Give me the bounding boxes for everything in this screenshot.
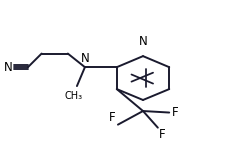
Text: F: F	[171, 106, 178, 119]
Text: N: N	[139, 35, 147, 48]
Text: N: N	[81, 52, 89, 65]
Text: N: N	[4, 61, 12, 74]
Text: F: F	[109, 111, 116, 124]
Text: CH₃: CH₃	[64, 91, 82, 101]
Text: F: F	[159, 128, 166, 141]
